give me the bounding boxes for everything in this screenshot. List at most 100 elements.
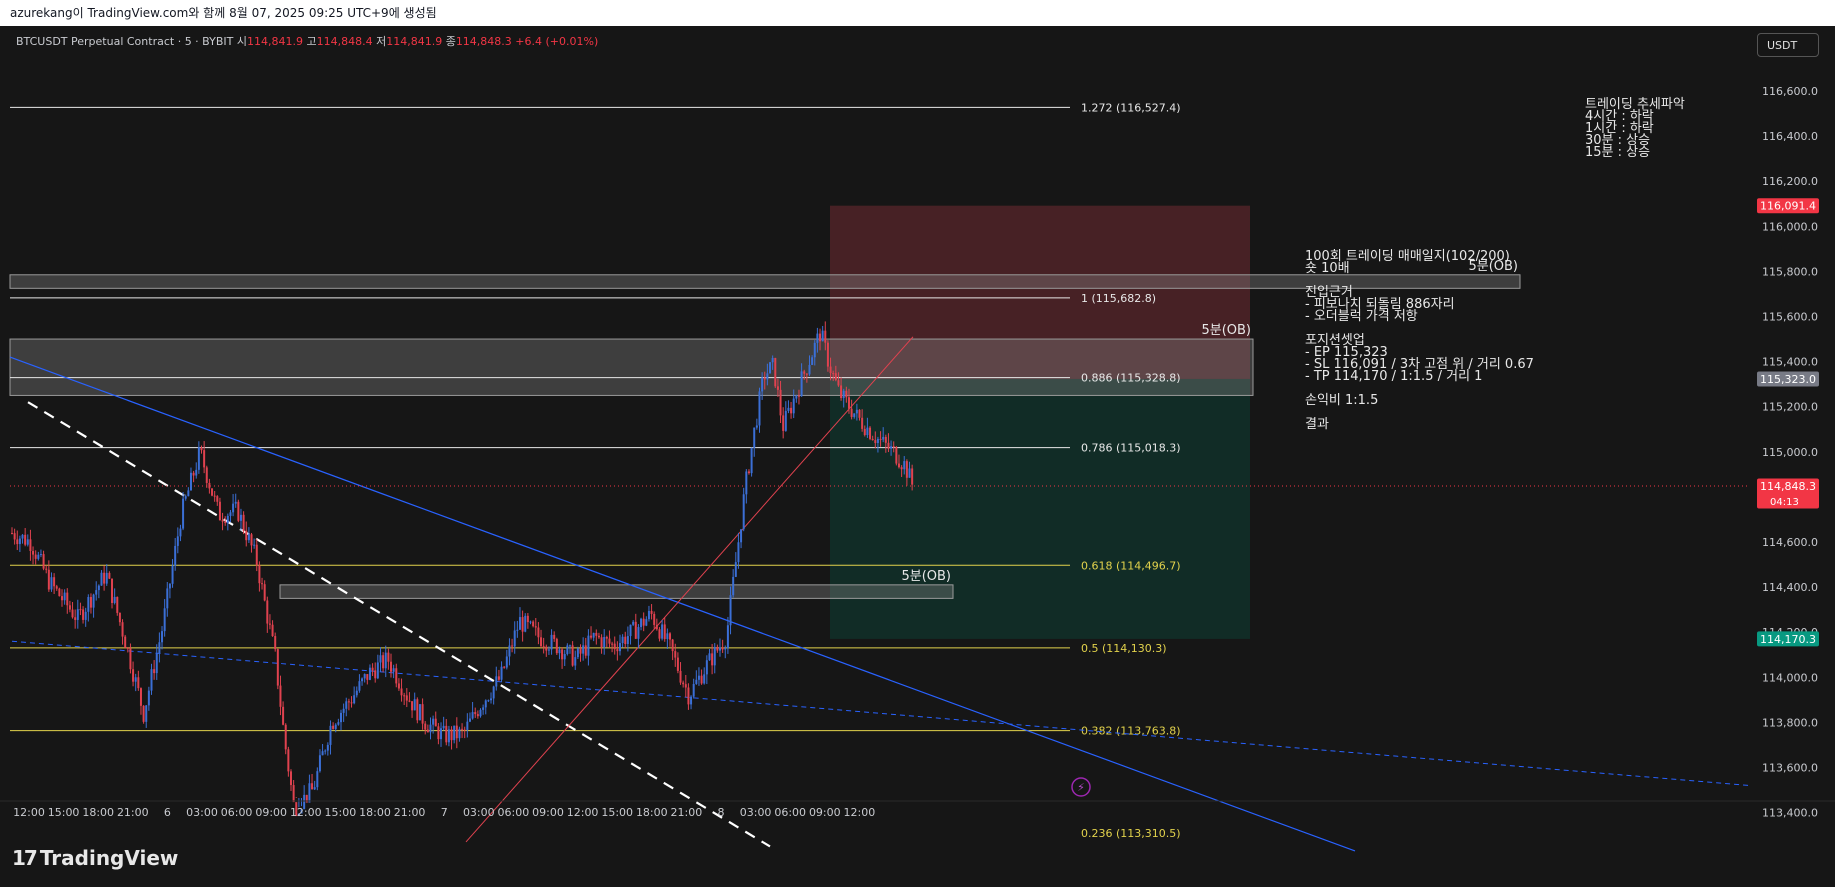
candle-body xyxy=(445,725,448,743)
candle-body xyxy=(903,461,906,470)
candle-body xyxy=(632,621,635,625)
candle-body xyxy=(134,677,137,682)
candle-body xyxy=(697,675,700,680)
candle-body xyxy=(474,712,477,715)
candle-body xyxy=(732,576,735,596)
candle-body xyxy=(76,609,79,620)
candle-body xyxy=(132,669,135,682)
candle-body xyxy=(382,655,385,669)
candle-body xyxy=(740,529,743,543)
order-block-zone xyxy=(9,274,1521,289)
candle-body xyxy=(313,787,316,790)
candle-body xyxy=(39,554,42,556)
candle-body xyxy=(63,592,66,601)
candle-body xyxy=(647,610,650,620)
symbol-legend: BTCUSDT Perpetual Contract · 5 · BYBIT 시… xyxy=(16,33,598,49)
order-block-zone xyxy=(9,338,1254,396)
candle-body xyxy=(390,661,393,672)
price-chart[interactable]: 5분(OB) 5분(OB) 5분(OB) 1.272 (116,527.4) 1 (11… xyxy=(0,26,1835,887)
candle-body xyxy=(11,532,13,534)
fib-level-label: 0.786 (115,018.3) xyxy=(1081,442,1181,455)
x-tick-label: 09:00 xyxy=(532,806,564,819)
bar-countdown: 04:13 xyxy=(1770,497,1799,508)
candle-body xyxy=(358,681,361,691)
tradingview-logo[interactable]: 17 TradingView xyxy=(12,846,178,870)
candle-body xyxy=(758,391,761,426)
candle-body xyxy=(261,583,264,585)
candle-body xyxy=(434,718,437,727)
candle-body xyxy=(37,554,40,559)
candle-body xyxy=(658,629,661,639)
candle-body xyxy=(211,488,214,496)
candle-body xyxy=(840,385,843,399)
fib-level-label: 1 (115,682.8) xyxy=(1081,292,1156,305)
candle-body xyxy=(242,514,245,531)
candle-body xyxy=(797,395,800,397)
candle-body xyxy=(816,333,819,343)
candle-body xyxy=(147,690,150,706)
candle-body xyxy=(289,771,292,786)
candle-body xyxy=(492,686,495,699)
x-tick-label: 12:00 xyxy=(290,806,322,819)
candle-body xyxy=(303,794,306,810)
candle-body xyxy=(726,625,729,649)
candle-body xyxy=(116,596,119,613)
candle-body xyxy=(576,648,579,658)
candle-body xyxy=(192,472,195,476)
candle-body xyxy=(774,357,777,387)
candle-body xyxy=(563,654,566,660)
x-tick-label: 03:00 xyxy=(463,806,495,819)
candle-body xyxy=(282,706,285,725)
candle-body xyxy=(408,700,411,702)
x-tick-label: 06:00 xyxy=(221,806,253,819)
candle-body xyxy=(479,709,482,717)
candle-body xyxy=(195,469,198,476)
x-tick-label: 21:00 xyxy=(671,806,703,819)
candle-body xyxy=(700,675,703,684)
candle-body xyxy=(403,695,406,697)
candle-body xyxy=(832,373,835,375)
candle-body xyxy=(253,544,256,546)
candle-body xyxy=(450,729,453,741)
candle-body xyxy=(174,545,177,566)
candle-body xyxy=(516,629,519,631)
x-tick-label: 15:00 xyxy=(325,806,357,819)
symbol-name[interactable]: BTCUSDT Perpetual Contract · 5 · BYBIT xyxy=(16,35,234,48)
currency-button[interactable]: USDT xyxy=(1757,33,1819,57)
candle-body xyxy=(440,728,443,740)
x-tick-label: 06:00 xyxy=(774,806,806,819)
candle-body xyxy=(250,534,253,546)
candle-body xyxy=(245,530,248,541)
candle-body xyxy=(189,472,192,491)
price-tag-value: 114,848.3 xyxy=(1760,480,1816,493)
candle-body xyxy=(47,569,50,590)
candle-body xyxy=(887,442,890,449)
candle-body xyxy=(179,528,182,537)
candle-body xyxy=(337,722,340,725)
candle-body xyxy=(871,438,874,441)
candle-body xyxy=(263,584,266,601)
candle-body xyxy=(879,438,882,440)
candle-body xyxy=(518,617,521,630)
candle-body xyxy=(790,407,793,414)
candle-body xyxy=(105,572,108,584)
candle-body xyxy=(271,624,274,637)
candle-body xyxy=(800,371,803,397)
candle-body xyxy=(395,668,398,684)
candle-body xyxy=(42,554,45,569)
candle-body xyxy=(61,596,64,601)
candle-body xyxy=(34,554,37,559)
candle-body xyxy=(387,652,390,662)
candle-body xyxy=(79,609,82,611)
candle-body xyxy=(853,413,856,417)
candle-body xyxy=(216,496,219,502)
x-tick-label: 18:00 xyxy=(636,806,668,819)
candle-body xyxy=(671,639,674,652)
candle-body xyxy=(861,417,864,429)
candle-body xyxy=(892,446,895,448)
candle-body xyxy=(755,425,758,428)
candle-body xyxy=(605,636,608,639)
candle-body xyxy=(895,447,898,464)
snapshot-caption: azurekang이 TradingView.com와 함께 8월 07, 20… xyxy=(0,0,1835,26)
candle-body xyxy=(26,539,29,545)
